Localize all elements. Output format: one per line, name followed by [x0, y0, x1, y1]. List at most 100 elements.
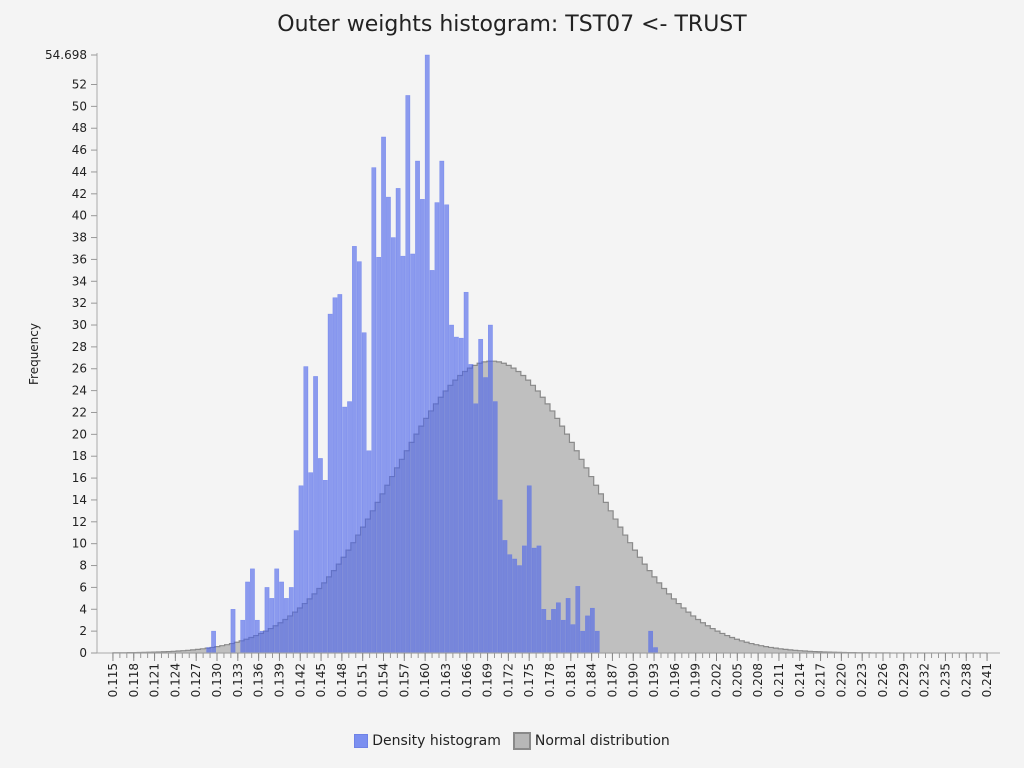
histogram-bar [284, 598, 289, 654]
y-tick-label: 36 [72, 252, 87, 266]
y-axis-label: Frequency [27, 323, 41, 385]
y-tick-label: 12 [72, 515, 87, 529]
histogram-bar [565, 598, 571, 654]
histogram-bar [444, 204, 450, 654]
x-tick-label: 0.196 [668, 663, 682, 697]
histogram-bar [386, 196, 391, 654]
histogram-bar [429, 270, 435, 654]
histogram-bar [488, 324, 493, 654]
y-tick-label: 20 [72, 427, 87, 441]
histogram-bar [230, 609, 236, 654]
y-tick-label: 32 [72, 296, 87, 310]
y-tick-label: 40 [72, 209, 87, 223]
x-tick-label: 0.235 [938, 663, 952, 697]
histogram-bar [240, 619, 246, 654]
histogram-bar [293, 530, 299, 654]
x-tick-label: 0.124 [168, 663, 182, 697]
x-tick-label: 0.172 [501, 663, 515, 697]
histogram-bar [483, 377, 488, 654]
histogram-bar [594, 630, 600, 654]
histogram-bar [318, 458, 323, 654]
histogram-bar [332, 297, 338, 654]
legend-item-normal[interactable]: Normal distribution [512, 732, 670, 750]
x-tick-label: 0.154 [377, 663, 391, 697]
histogram-bar [555, 602, 561, 654]
x-tick-label: 0.193 [647, 663, 661, 697]
y-tick-label: 0 [79, 646, 87, 660]
histogram-bar [463, 291, 469, 654]
histogram-bar [356, 261, 362, 654]
x-tick-label: 0.181 [564, 663, 578, 697]
histogram-bar [439, 160, 445, 654]
histogram-bar [648, 630, 654, 654]
x-tick-label: 0.160 [418, 663, 432, 697]
histogram-bar [492, 401, 498, 654]
y-tick-label: 24 [72, 384, 87, 398]
histogram-bar [352, 246, 357, 654]
histogram-bar [410, 253, 416, 654]
x-tick-label: 0.136 [252, 663, 266, 697]
y-tick-label: 22 [72, 405, 87, 419]
x-tick-label: 0.232 [918, 663, 932, 697]
histogram-bar [400, 255, 406, 654]
histogram-bar [313, 376, 318, 654]
x-tick-label: 0.145 [314, 663, 328, 697]
y-tick-label: 16 [72, 471, 87, 485]
x-tick-label: 0.178 [543, 663, 557, 697]
x-tick-label: 0.142 [293, 663, 307, 697]
x-tick-label: 0.163 [439, 663, 453, 697]
histogram-bar [541, 609, 547, 654]
y-tick-label: 46 [72, 143, 87, 157]
y-tick-label: 28 [72, 340, 87, 354]
legend-label-normal: Normal distribution [534, 733, 670, 749]
histogram-bar [585, 615, 590, 654]
histogram-bar [245, 581, 250, 654]
histogram-bar [653, 647, 658, 654]
x-tick-label: 0.190 [626, 663, 640, 697]
y-tick-label: 42 [72, 187, 87, 201]
histogram-bar [250, 568, 255, 654]
histogram-bar [405, 95, 411, 654]
y-tick-label: 18 [72, 449, 87, 463]
y-tick-label: 54.698 [45, 48, 87, 62]
histogram-bar [337, 294, 343, 654]
histogram-bar [551, 609, 556, 654]
y-tick-label: 44 [72, 165, 87, 179]
histogram-bar [322, 480, 328, 654]
x-tick-label: 0.187 [605, 663, 619, 697]
histogram-bar [517, 565, 522, 654]
y-tick-label: 14 [72, 493, 87, 507]
x-tick-label: 0.223 [855, 663, 869, 697]
x-tick-label: 0.175 [522, 663, 536, 697]
y-tick-label: 34 [72, 274, 87, 288]
x-tick-label: 0.139 [272, 663, 286, 697]
y-tick-label: 26 [72, 362, 87, 376]
histogram-bar [415, 160, 420, 654]
histogram-bar [580, 630, 586, 654]
legend-label-density: Density histogram [372, 733, 501, 749]
y-tick-label: 4 [79, 602, 87, 616]
x-tick-label: 0.208 [751, 663, 765, 697]
histogram-bar [468, 364, 474, 654]
histogram-bar [269, 598, 275, 654]
histogram-bar [560, 619, 566, 654]
histogram-bar [536, 545, 542, 654]
histogram-bar [526, 485, 532, 654]
histogram-bar [434, 202, 440, 654]
histogram-bar [575, 586, 581, 654]
x-tick-label: 0.226 [876, 663, 890, 697]
y-tick-label: 48 [72, 121, 87, 135]
x-tick-label: 0.220 [834, 663, 848, 697]
legend: Density histogram Normal distribution [0, 732, 1024, 750]
histogram-bar [497, 499, 503, 654]
normal-distribution-area [112, 360, 988, 654]
histogram-bar [449, 324, 454, 654]
y-tick-label: 50 [72, 99, 87, 113]
legend-item-density[interactable]: Density histogram [354, 732, 501, 750]
y-tick-label: 2 [79, 624, 87, 638]
histogram-bar [454, 336, 459, 654]
x-tick-label: 0.157 [397, 663, 411, 697]
histogram-bar [390, 237, 396, 654]
x-tick-label: 0.127 [189, 663, 203, 697]
